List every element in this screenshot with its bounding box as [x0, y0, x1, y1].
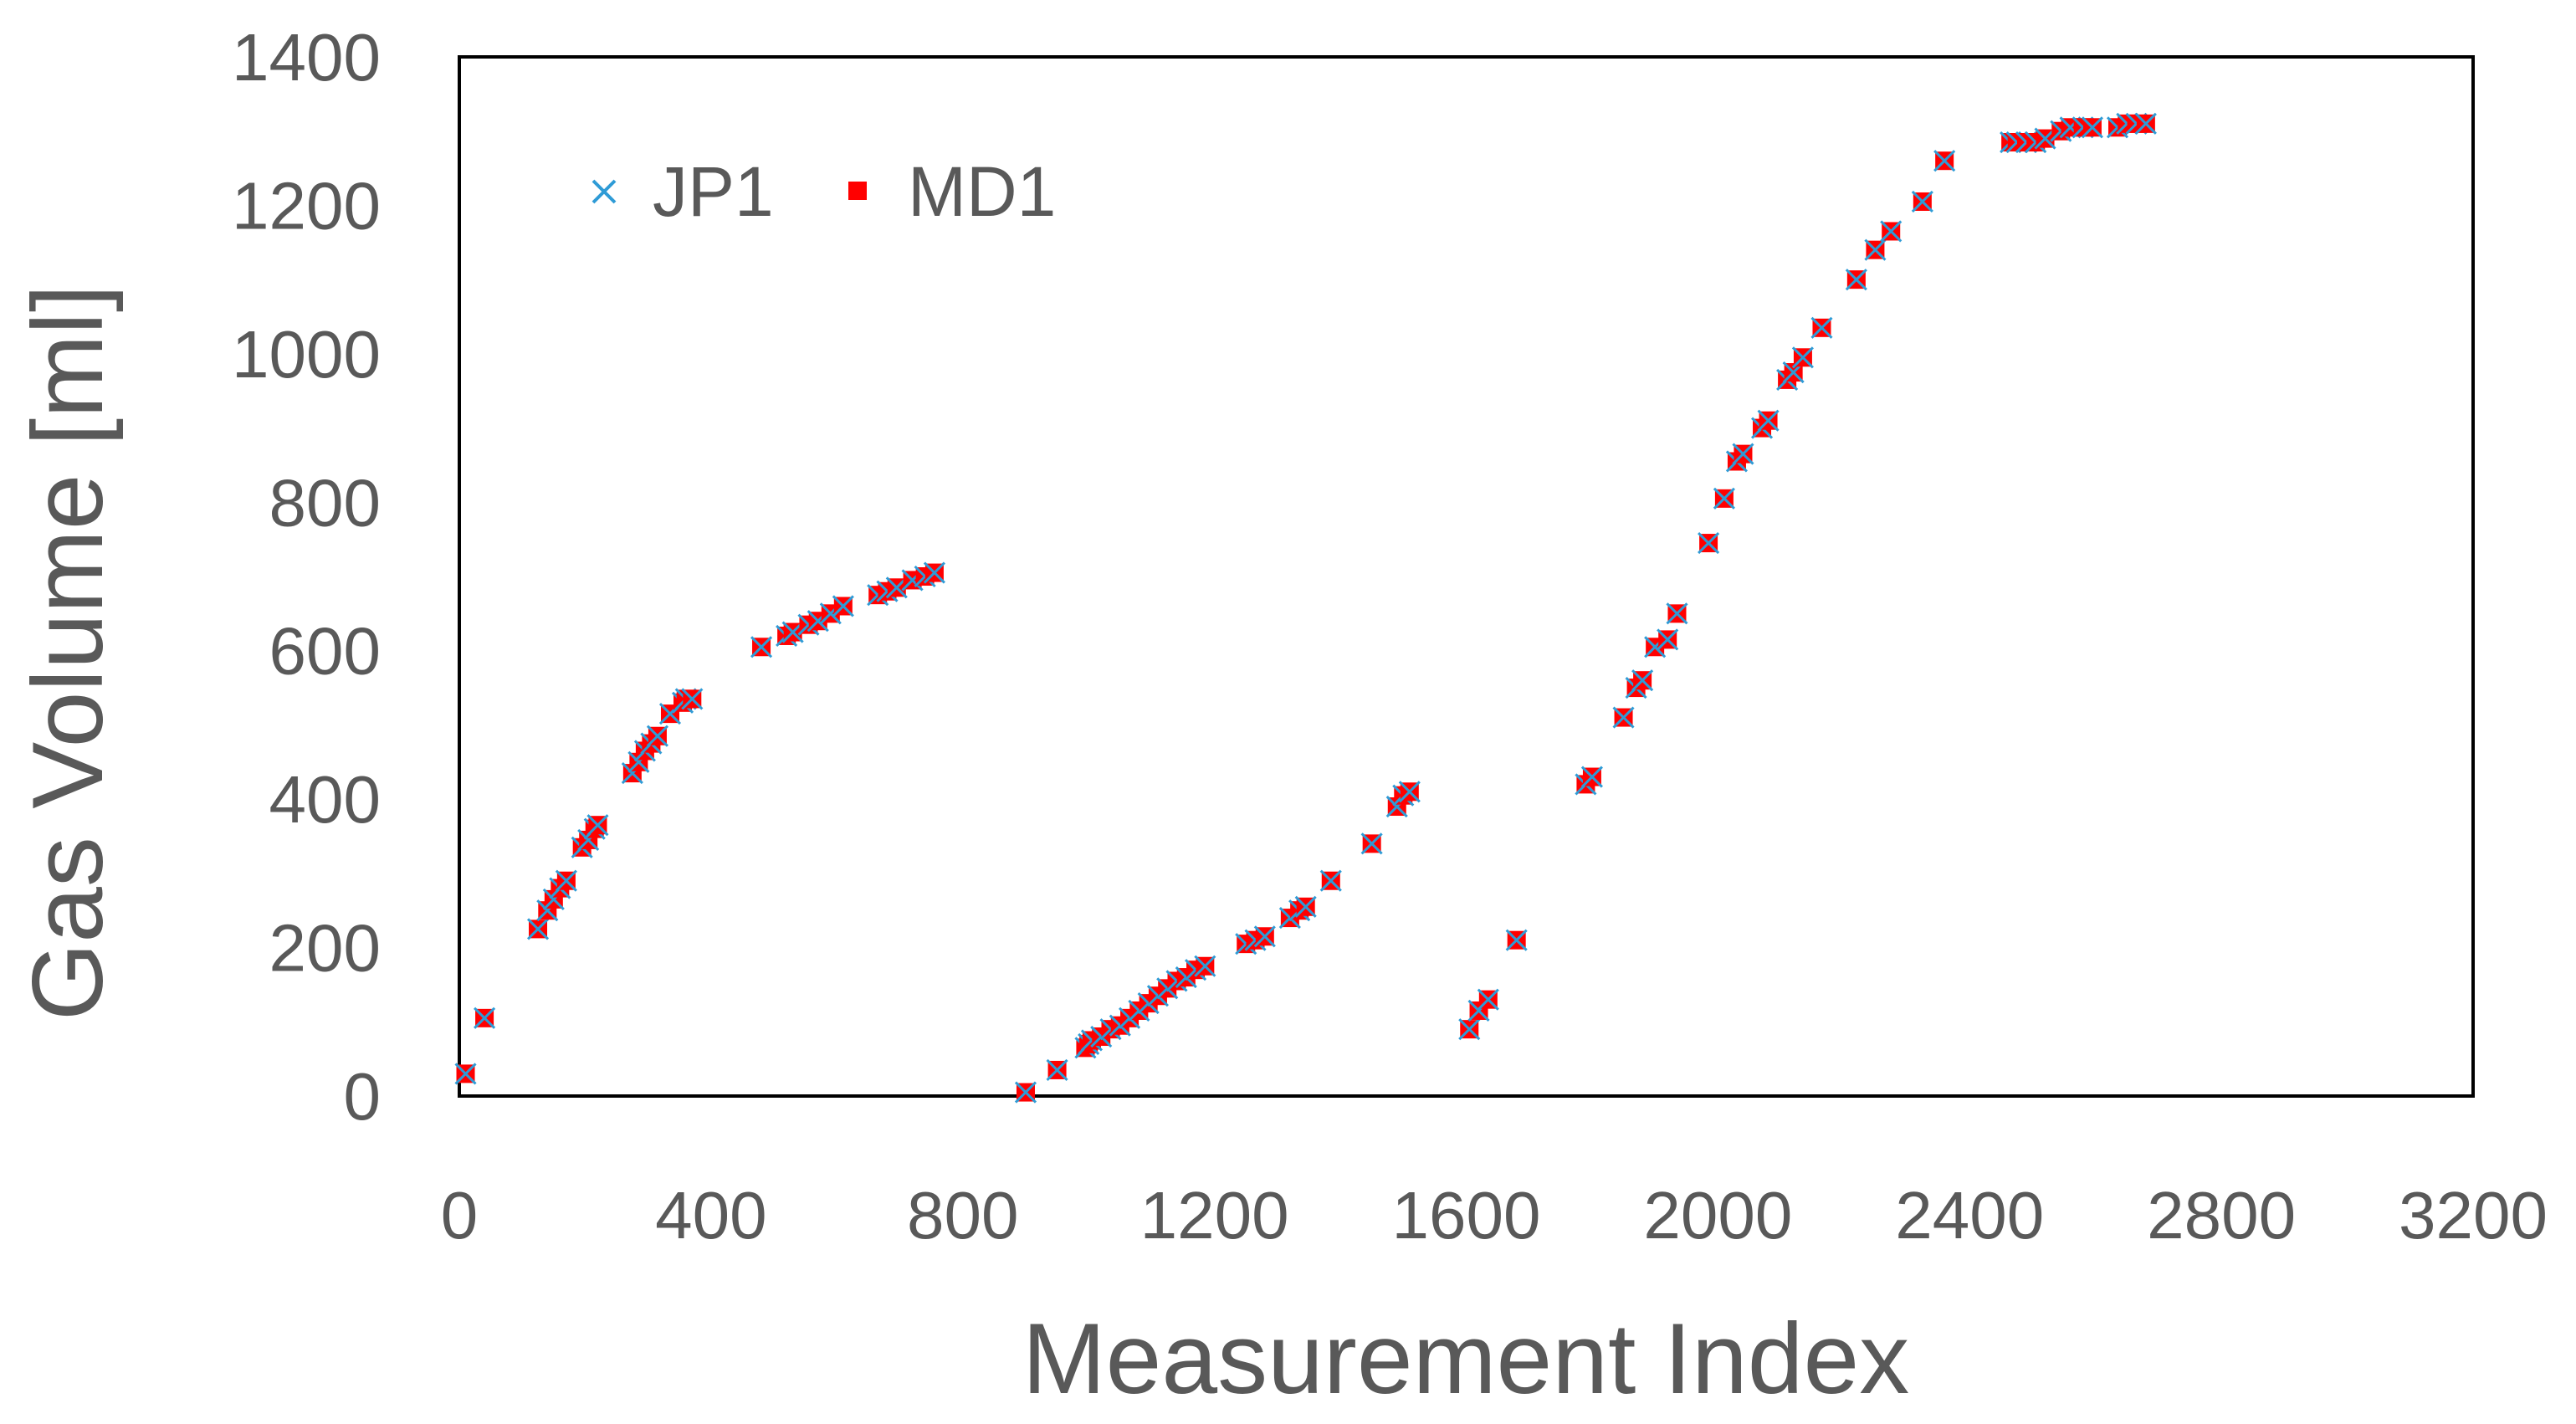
point-jp1	[555, 869, 577, 892]
legend-label-jp1: JP1	[653, 152, 774, 231]
x-tick-label: 1600	[1392, 1178, 1541, 1252]
x-tick-label: 800	[907, 1178, 1018, 1252]
x-tick-label: 2400	[1895, 1178, 2044, 1252]
point-jp1	[1666, 602, 1688, 625]
x-tick-label: 2000	[1643, 1178, 1792, 1252]
point-jp1	[832, 595, 854, 617]
legend-label-md1: MD1	[908, 152, 1056, 231]
point-jp1	[1657, 628, 1679, 651]
y-tick-label: 600	[269, 614, 381, 689]
point-jp1	[1845, 269, 1867, 291]
x-axis-tick-labels: 0 400 800 1200 1600 2000 2400 2800 3200	[441, 1178, 2548, 1252]
plot-area	[458, 55, 2475, 1098]
point-jp1	[1360, 832, 1383, 855]
point-jp1	[1505, 929, 1528, 951]
x-tick-label: 400	[655, 1178, 766, 1252]
y-axis-title: Gas Volume [ml]	[12, 284, 124, 1021]
point-jp1	[1014, 1081, 1037, 1104]
point-jp1	[1253, 925, 1276, 948]
point-jp1	[1458, 1018, 1481, 1041]
point-jp1	[646, 725, 668, 747]
point-jp1	[1757, 409, 1780, 432]
point-jp1	[1046, 1058, 1068, 1082]
y-tick-label: 1400	[232, 20, 381, 95]
legend-marker-jp1	[592, 179, 617, 204]
point-jp1	[1713, 487, 1735, 510]
point-jp1	[1791, 346, 1814, 369]
point-jp1	[1194, 955, 1216, 977]
point-jp1	[923, 561, 945, 584]
point-jp1	[2081, 116, 2103, 139]
y-tick-label: 1000	[232, 317, 381, 392]
legend-marker-md1	[848, 182, 867, 200]
point-jp1	[1631, 669, 1654, 692]
point-jp1	[474, 1007, 496, 1029]
point-jp1	[1294, 895, 1317, 918]
y-axis-tick-labels: 0 200 400 600 800 1000 1200 1400	[232, 20, 381, 1134]
point-jp1	[1319, 869, 1342, 892]
legend: JP1 MD1	[592, 152, 1056, 231]
x-tick-label: 3200	[2399, 1178, 2548, 1252]
point-jp1	[1880, 220, 1903, 243]
x-tick-label: 1200	[1140, 1178, 1289, 1252]
point-jp1	[750, 636, 773, 658]
point-jp1	[1933, 150, 1956, 172]
x-axis-title: Measurement Index	[1022, 1303, 1910, 1415]
y-tick-label: 0	[344, 1059, 382, 1134]
y-tick-label: 200	[269, 911, 381, 986]
point-jp1	[526, 918, 550, 940]
point-jp1	[1911, 190, 1933, 213]
point-jp1	[1732, 443, 1754, 465]
point-jp1	[1477, 988, 1499, 1011]
point-jp1	[1810, 316, 1833, 339]
point-jp1	[1698, 532, 1720, 555]
x-tick-label: 2800	[2147, 1178, 2296, 1252]
point-jp1	[681, 688, 704, 710]
y-tick-label: 800	[269, 465, 381, 540]
x-tick-label: 0	[441, 1178, 479, 1252]
point-jp1	[2134, 112, 2157, 135]
point-jp1	[1398, 781, 1421, 803]
point-jp1	[1580, 766, 1603, 788]
point-jp1	[454, 1063, 477, 1085]
point-jp1	[1864, 238, 1887, 261]
y-tick-label: 1200	[232, 168, 381, 243]
y-tick-label: 400	[269, 762, 381, 837]
point-jp1	[586, 814, 609, 837]
data-points	[454, 112, 2157, 1104]
point-jp1	[1612, 706, 1635, 729]
